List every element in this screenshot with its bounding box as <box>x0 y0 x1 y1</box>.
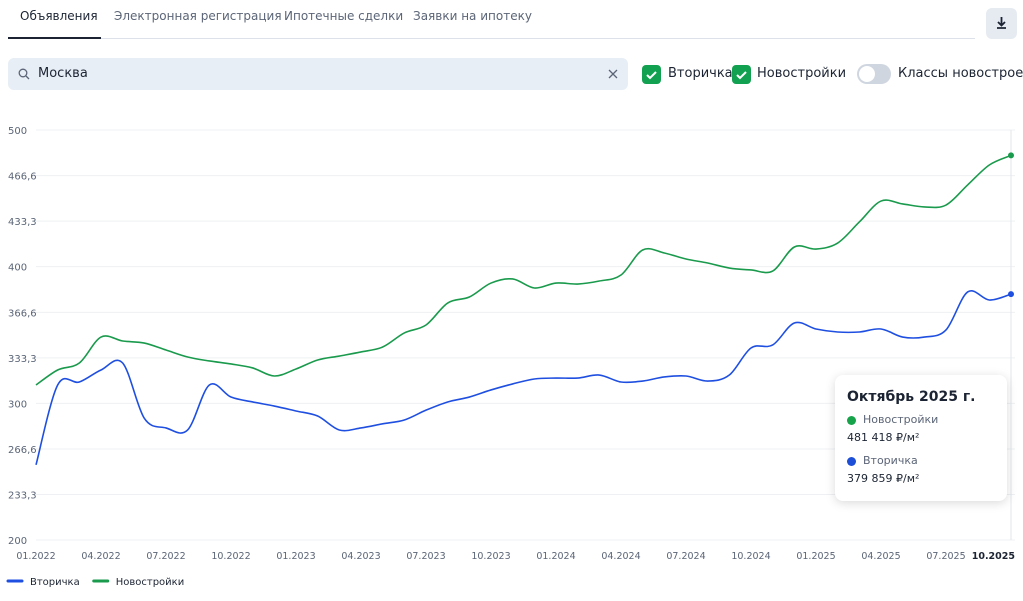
search-icon <box>18 68 30 80</box>
toggle[interactable] <box>857 64 891 84</box>
clear-icon[interactable] <box>608 69 618 79</box>
y-tick-label: 466,6 <box>8 172 37 183</box>
y-tick-label: 333,3 <box>8 354 37 365</box>
x-tick-label: 04.2025 <box>861 551 900 562</box>
x-tick-label: 04.2023 <box>341 551 380 562</box>
checkbox-label: Новостройки <box>757 66 847 81</box>
line <box>35 290 1012 466</box>
x-tick-label: 10.2023 <box>471 551 510 562</box>
checkbox[interactable] <box>642 65 661 84</box>
active-tab-indicator <box>8 37 101 39</box>
search-value: Москва <box>38 66 88 81</box>
download-icon <box>997 17 1006 29</box>
tooltip-title: Октябрь 2025 г. <box>847 389 976 405</box>
x-tick-label: 04.2024 <box>601 551 640 562</box>
tooltip-value: 481 418 ₽/м² <box>847 431 920 444</box>
tab[interactable]: Электронная регистрация <box>114 9 282 23</box>
x-tick-label: 01.2024 <box>536 551 575 562</box>
x-tick-label: 01.2022 <box>16 551 55 562</box>
legend-label: Вторичка <box>30 577 80 588</box>
checkbox-label: Вторичка <box>668 66 733 81</box>
download-button[interactable] <box>986 8 1017 39</box>
x-tick-label: 10.2025 <box>972 551 1015 562</box>
tab-divider <box>8 38 975 39</box>
x-tick-label: 10.2024 <box>731 551 770 562</box>
tab[interactable]: Заявки на ипотеку <box>413 9 532 23</box>
end-point <box>1008 291 1014 298</box>
y-tick-label: 433,3 <box>8 217 37 228</box>
checkbox[interactable] <box>732 65 751 84</box>
tooltip-series: Новостройки <box>863 413 939 426</box>
x-tick-label: 01.2023 <box>276 551 315 562</box>
y-tick-label: 300 <box>8 399 27 410</box>
y-tick-label: 400 <box>8 263 27 274</box>
toggle-label: Классы новостроек <box>898 66 1023 81</box>
x-tick-label: 07.2025 <box>926 551 965 562</box>
x-tick-label: 10.2022 <box>211 551 250 562</box>
line <box>35 154 1012 386</box>
end-point <box>1008 152 1014 159</box>
x-tick-label: 04.2022 <box>81 551 120 562</box>
search-box[interactable]: Москва <box>8 58 628 90</box>
tab[interactable]: Ипотечные сделки <box>284 9 404 23</box>
y-tick-label: 366,6 <box>8 308 37 319</box>
tooltip-dot <box>847 416 856 425</box>
y-tick-label: 500 <box>8 126 27 137</box>
legend-label: Новостройки <box>116 577 184 588</box>
x-tick-label: 07.2023 <box>406 551 445 562</box>
y-tick-label: 200 <box>8 536 27 547</box>
y-tick-label: 266,6 <box>8 445 37 456</box>
y-tick-label: 233,3 <box>8 490 37 501</box>
x-tick-label: 07.2022 <box>146 551 185 562</box>
tooltip: Октябрь 2025 г. Новостройки 481 418 ₽/м²… <box>835 375 1007 501</box>
x-tick-label: 07.2024 <box>666 551 705 562</box>
tooltip-value: 379 859 ₽/м² <box>847 472 920 485</box>
tab[interactable]: Объявления <box>20 9 98 23</box>
x-tick-label: 01.2025 <box>796 551 835 562</box>
tooltip-series: Вторичка <box>863 454 918 467</box>
tooltip-dot <box>847 457 856 466</box>
